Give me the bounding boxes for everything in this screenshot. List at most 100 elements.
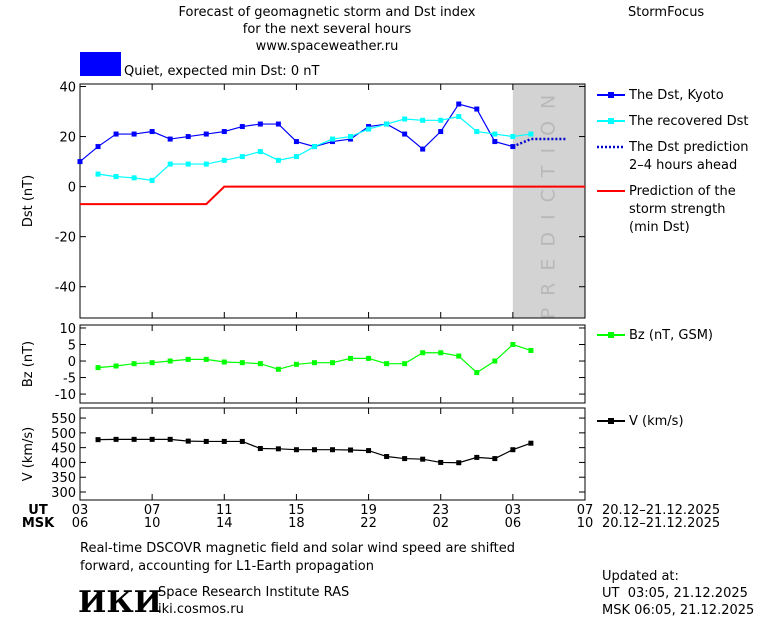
legend-entry: The recovered Dst [628,114,748,129]
status: Quiet, expected min Dst: 0 nT [124,64,319,79]
x-tick-label-msk: 10 [577,516,594,531]
series-line [79,103,514,163]
series-marker [311,447,317,453]
x-tick-label: 19 [360,503,377,518]
y-axis-label: V (km/s) [21,427,36,482]
y-tick-label: 300 [51,486,76,501]
series-marker [420,456,426,462]
series-marker [167,436,173,442]
series-marker [438,350,444,356]
x-tick-label: 15 [288,503,305,518]
legend-marker [608,418,614,424]
series-marker [185,134,191,140]
series-marker [275,366,281,372]
series-marker [348,134,354,140]
plot-frame [79,324,586,404]
series-marker [203,131,209,137]
status-box [80,52,121,76]
note: Real-time DSCOVR magnetic field and sola… [80,541,515,556]
series-marker [420,117,426,123]
series-marker [492,131,498,137]
series-marker [95,144,101,150]
series-marker [77,159,83,165]
series-marker [239,438,245,444]
y-axis-label: Bz (nT) [21,341,36,387]
series-marker [456,353,462,359]
series-marker [239,360,245,366]
series-marker [420,350,426,356]
series-marker [384,121,390,127]
y-tick-label: 400 [51,456,76,471]
series-marker [293,154,299,160]
series-marker [384,454,390,460]
series-marker [275,121,281,127]
updated-ut: UT 03:05, 21.12.2025 [602,586,748,601]
y-tick-label: 40 [59,81,76,96]
series-marker [167,161,173,167]
series-marker [203,356,209,362]
series-marker [113,131,119,137]
x-tick-label: 07 [144,503,161,518]
series-marker [330,447,335,453]
series-marker [149,129,155,135]
x-tick-label: 07 [577,503,594,518]
x-tick-label-msk: 02 [432,516,449,531]
series-marker [275,446,281,452]
series-marker [113,174,119,180]
series-marker [113,436,119,442]
legend-marker [608,332,614,338]
website: www.spaceweather.ru [256,39,399,54]
series-marker [438,117,444,123]
subtitle: for the next several hours [243,22,412,37]
series-marker [257,446,263,452]
series-marker [348,136,354,142]
series-marker [257,149,263,155]
series-marker [510,134,516,140]
series-marker [257,361,263,367]
series-marker [402,456,408,462]
series-marker [528,131,534,137]
series-marker [95,365,101,371]
series-marker [492,139,498,145]
series-marker [149,436,155,442]
series-marker [528,440,534,446]
series-marker [438,129,444,135]
series-marker [474,129,480,135]
legend-entry: V (km/s) [629,414,684,429]
logo: ИКИ [78,585,162,620]
series-marker [402,131,408,137]
prediction-label: PREDICTION [537,83,559,320]
series-marker [492,358,498,364]
y-tick-label: 0 [68,355,76,370]
series-marker [456,101,462,107]
y-axis-label: Dst (nT) [21,175,36,227]
title: Forecast of geomagnetic storm and Dst in… [178,5,475,20]
series-marker [149,177,155,183]
msk-label: MSK [22,516,55,531]
series-marker [384,361,390,367]
series-marker [402,116,408,122]
series-marker [474,106,480,112]
series-marker [239,124,245,130]
y-tick-label: 500 [51,427,76,442]
series-marker [131,175,137,181]
series-marker [474,454,480,460]
x-tick-label-msk: 10 [144,516,161,531]
series-marker [113,363,119,369]
series-marker [366,124,372,130]
series-marker [366,126,372,132]
series-marker [167,136,173,142]
y-tick-label: 10 [59,322,76,337]
series-marker [293,139,299,145]
series-marker [257,121,263,127]
legend-marker [608,92,614,98]
x-tick-label-msk: 22 [360,516,377,531]
series-marker [167,358,173,364]
y-tick-label: 20 [59,131,76,146]
series-marker [293,447,299,453]
x-tick-label-msk: 06 [505,516,522,531]
series-marker [456,114,462,120]
y-tick-label: 350 [51,471,76,486]
series-marker [438,459,444,465]
legend-marker [608,118,614,124]
